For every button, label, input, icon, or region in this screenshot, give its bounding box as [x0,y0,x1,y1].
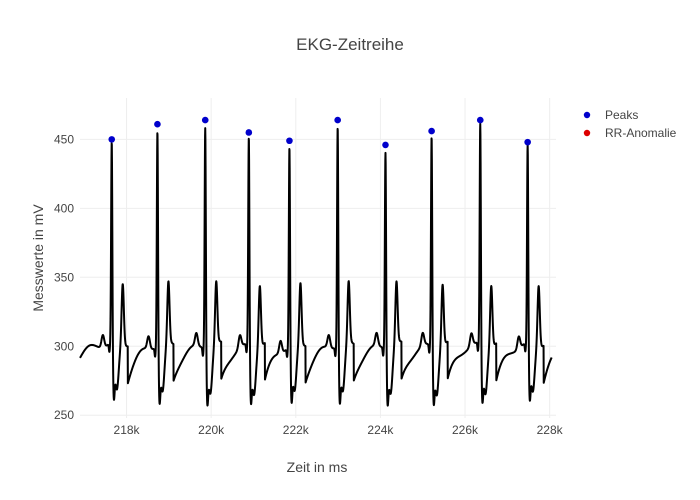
y-tick-label: 300 [54,339,74,353]
peak-point[interactable] [382,141,389,149]
peak-point[interactable] [201,116,209,124]
peak-point[interactable] [108,136,116,143]
x-tick-label: 218k [114,423,141,437]
x-tick-label: 228k [537,423,564,437]
legend: Peaks RR-Anomalie [583,108,677,140]
y-axis-title: Messwerte in mV [30,204,46,312]
marker-layer [108,116,531,149]
peak-point[interactable] [476,116,484,124]
x-tick-label: 220k [198,423,225,437]
legend-marker-rr-anomalie [583,129,591,137]
grid-layer [80,98,556,418]
legend-label-peaks: Peaks [605,108,638,122]
peak-point[interactable] [154,120,161,128]
ekg-signal-line [79,122,553,407]
y-tick-label: 250 [54,408,74,422]
peak-point[interactable] [334,116,341,124]
legend-item-peaks[interactable]: Peaks [583,108,639,122]
peak-point[interactable] [245,129,253,136]
peak-point[interactable] [524,138,531,146]
y-tick-label: 350 [54,270,74,284]
peak-point[interactable] [286,137,293,145]
legend-marker-peaks [583,111,591,119]
chart-title: EKG-Zeitreihe [296,35,404,54]
x-axis-title: Zeit in ms [287,459,348,475]
x-tick-label: 226k [452,423,479,437]
tick-layer: 218k 220k 222k 224k 226k 228k 250 300 350 400 450 [54,132,564,437]
peak-point[interactable] [428,127,435,135]
trace-layer [79,122,553,407]
legend-label-rr-anomalie: RR-Anomalie [605,126,677,140]
x-tick-label: 224k [367,423,394,437]
y-tick-label: 400 [54,201,74,215]
y-tick-label: 450 [54,132,74,146]
x-tick-label: 222k [283,423,310,437]
legend-item-rr-anomalie[interactable]: RR-Anomalie [583,126,677,140]
